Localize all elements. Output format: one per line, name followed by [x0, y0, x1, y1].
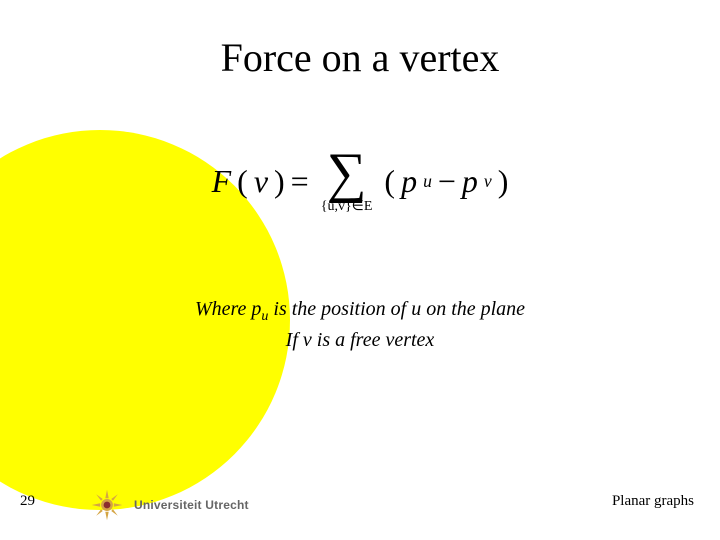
eq-func: F: [212, 163, 232, 200]
eq-rparen: ): [498, 163, 509, 200]
sun-icon: [90, 488, 124, 522]
university-name: Universiteit Utrecht: [134, 498, 249, 512]
caption-pre: Where p: [195, 298, 261, 320]
eq-arg: v: [254, 163, 268, 200]
eq-minus: −: [438, 163, 456, 200]
eq-paren-open: (: [237, 163, 248, 200]
eq-sum-index: {u,v}∈E: [321, 200, 373, 214]
caption-post: is the position of u on the plane: [268, 298, 525, 320]
eq-paren-close: ): [274, 163, 285, 200]
eq-term1-var: p: [401, 163, 417, 200]
eq-term1-sub: u: [423, 171, 432, 192]
university-logo: Universiteit Utrecht: [90, 488, 249, 522]
eq-sum: ∑ {u,v}∈E: [321, 148, 373, 214]
eq-lparen: (: [384, 163, 395, 200]
eq-term2-var: p: [462, 163, 478, 200]
sigma-icon: ∑: [327, 148, 367, 198]
page-number: 29: [20, 493, 35, 510]
slide-title: Force on a vertex: [0, 34, 720, 81]
formula: F(v) = ∑ {u,v}∈E ( pu − pv ): [165, 148, 555, 214]
slide: Force on a vertex F(v) = ∑ {u,v}∈E ( pu …: [0, 0, 720, 540]
footer-right: Planar graphs: [612, 493, 694, 510]
caption-line1: Where pu is the position of u on the pla…: [0, 296, 720, 327]
eq-equals: =: [291, 163, 309, 200]
equation: F(v) = ∑ {u,v}∈E ( pu − pv ): [212, 148, 509, 214]
caption: Where pu is the position of u on the pla…: [0, 296, 720, 354]
caption-line2: If v is a free vertex: [0, 327, 720, 354]
eq-term2-sub: v: [484, 171, 492, 192]
